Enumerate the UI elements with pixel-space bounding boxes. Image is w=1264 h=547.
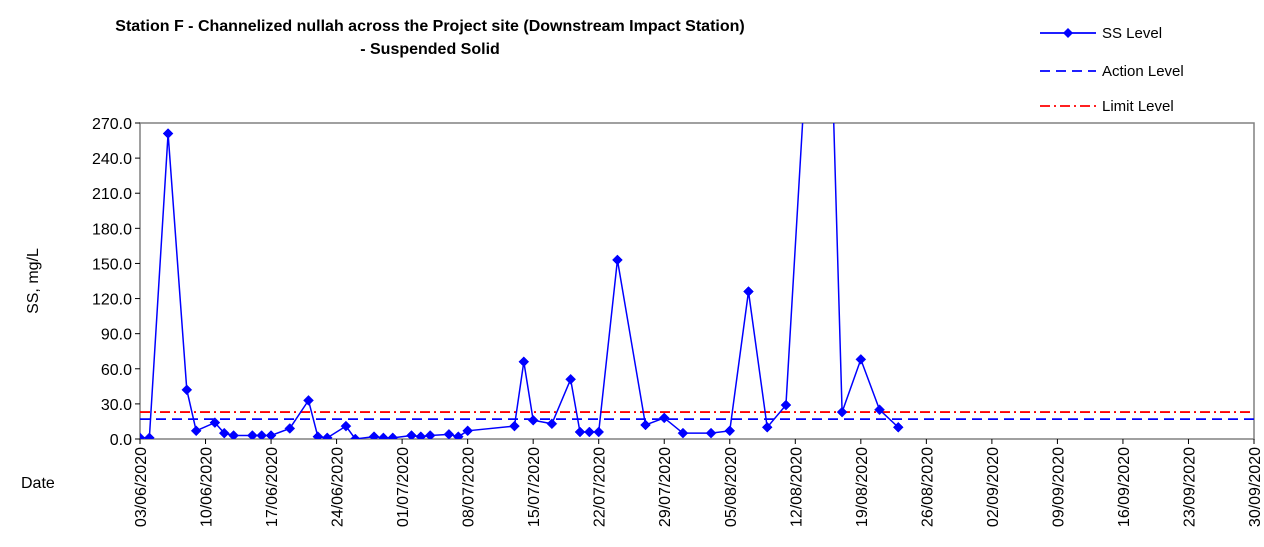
plot-area-frame xyxy=(139,122,1255,440)
ss-level-point xyxy=(265,430,277,439)
ss-level-point xyxy=(228,430,239,439)
x-tick-label: 22/07/2020 xyxy=(592,447,609,527)
ss-level-point xyxy=(190,425,202,437)
ss-level-point xyxy=(144,432,155,439)
series-layer xyxy=(140,83,904,439)
y-tick-label: 210.0 xyxy=(92,186,132,203)
y-tick-label: 90.0 xyxy=(101,327,132,344)
x-tick-label: 01/07/2020 xyxy=(395,447,412,527)
ss-level-point xyxy=(593,426,605,438)
y-axis-label: SS, mg/L xyxy=(25,248,42,314)
x-axis: 03/06/2020 10/06/2020 17/06/2020 24/06/2020… xyxy=(133,439,1264,527)
ss-level-point xyxy=(256,430,268,439)
ss-level-point xyxy=(284,423,296,434)
x-tick-label: 30/09/2020 xyxy=(1247,447,1264,527)
chart-title-line1: Station F - Channelized nullah across th… xyxy=(115,18,744,35)
ss-level-point xyxy=(246,430,258,439)
ss-level-point xyxy=(574,426,586,438)
ss-level-point xyxy=(378,432,389,439)
x-tick-label: 19/08/2020 xyxy=(854,447,871,527)
x-tick-label: 15/07/2020 xyxy=(526,447,543,527)
ss-level-point xyxy=(527,414,539,426)
x-tick-label: 09/09/2020 xyxy=(1050,447,1067,527)
ss-level-point xyxy=(368,431,380,439)
x-tick-label: 12/08/2020 xyxy=(788,447,805,527)
ss-level-point xyxy=(518,356,530,368)
ss-level-point xyxy=(452,431,464,439)
ss-level-point xyxy=(761,421,773,433)
x-tick-label: 26/08/2020 xyxy=(919,447,936,527)
ss-level-point xyxy=(321,432,333,439)
ss-level-point xyxy=(780,399,792,411)
x-tick-label: 02/09/2020 xyxy=(985,447,1002,527)
ss-level-point xyxy=(509,420,520,432)
ss-level-point xyxy=(415,431,427,439)
ss-level-point xyxy=(705,427,717,439)
ss-level-point xyxy=(462,425,474,437)
y-tick-label: 180.0 xyxy=(92,221,132,238)
ss-level-point xyxy=(743,286,754,297)
ss-level-point xyxy=(640,419,651,431)
ss-level-point xyxy=(677,427,689,439)
reference-lines xyxy=(140,411,1254,421)
ss-level-point xyxy=(546,418,558,430)
ss-level-point xyxy=(340,420,352,432)
x-axis-label: Date xyxy=(21,475,55,492)
x-tick-label: 23/09/2020 xyxy=(1181,447,1198,527)
x-tick-label: 03/06/2020 xyxy=(133,447,150,527)
ss-level-point xyxy=(406,430,417,439)
y-tick-label: 60.0 xyxy=(101,362,132,379)
y-tick-label: 150.0 xyxy=(92,256,132,273)
ss-level-point xyxy=(874,404,885,416)
ss-level-point xyxy=(612,254,623,266)
ss-level-point xyxy=(312,431,324,439)
legend-label-limit-level: Limit Level xyxy=(1102,98,1174,115)
ss-level-point xyxy=(583,426,595,438)
ss-level-point xyxy=(209,417,221,428)
ss-level-point xyxy=(565,373,576,385)
y-axis: 0.0 30.0 60.0 90.0 120.0 150.0 180.0 210.0 240.0… xyxy=(92,116,140,449)
ss-level-point xyxy=(828,83,838,93)
x-tick-label: 05/08/2020 xyxy=(723,447,740,527)
ss-level-point xyxy=(349,433,361,439)
x-tick-label: 24/06/2020 xyxy=(330,447,347,527)
ss-level-point xyxy=(303,395,314,406)
y-tick-label: 270.0 xyxy=(92,116,132,133)
legend: SS Level Action Level Limit Level xyxy=(1040,25,1184,115)
ss-level-point xyxy=(836,406,848,418)
x-tick-label: 17/06/2020 xyxy=(264,447,281,527)
y-tick-label: 0.0 xyxy=(110,432,132,449)
y-tick-label: 30.0 xyxy=(101,397,132,414)
legend-label-ss-level: SS Level xyxy=(1102,25,1162,42)
ss-level-point xyxy=(724,425,736,437)
legend-label-action-level: Action Level xyxy=(1102,63,1184,80)
chart-title-line2: - Suspended Solid xyxy=(360,41,500,58)
x-tick-label: 29/07/2020 xyxy=(657,447,674,527)
ss-level-point xyxy=(424,430,436,439)
ss-level-point xyxy=(181,384,193,396)
x-tick-label: 16/09/2020 xyxy=(1116,447,1133,527)
y-tick-label: 240.0 xyxy=(92,151,132,168)
ss-level-line xyxy=(140,123,899,439)
ss-level-point xyxy=(162,128,174,139)
legend-marker-ss-level xyxy=(1063,28,1073,38)
ss-level-point xyxy=(855,354,867,365)
x-tick-label: 08/07/2020 xyxy=(461,447,478,527)
ss-level-point xyxy=(658,412,670,424)
ss-level-point xyxy=(443,428,455,439)
ss-level-point xyxy=(800,83,810,93)
ss-level-point xyxy=(140,432,146,439)
y-tick-label: 120.0 xyxy=(92,292,132,309)
ss-level-point xyxy=(387,432,399,439)
ss-level-point xyxy=(218,427,230,439)
ss-level-point xyxy=(892,421,904,433)
x-tick-label: 10/06/2020 xyxy=(199,447,216,527)
